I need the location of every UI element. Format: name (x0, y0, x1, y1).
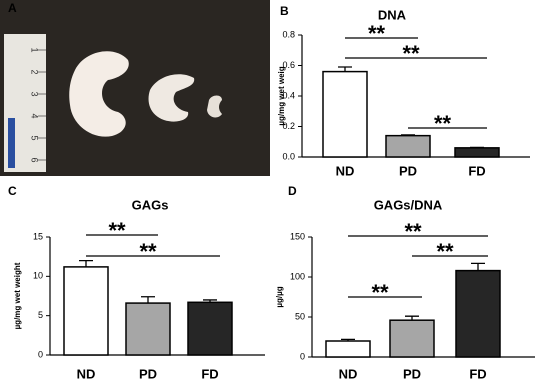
y-tick-label: 0.6 (282, 60, 295, 70)
panel-label: C (8, 184, 17, 198)
error-bar (341, 338, 355, 341)
y-tick-label: 100 (290, 271, 305, 281)
chart-title: GAGs/DNA (374, 197, 443, 212)
error-bar (141, 296, 155, 304)
significance-label: ** (108, 218, 126, 243)
y-tick-label: 150 (290, 231, 305, 241)
significance-label: ** (368, 21, 386, 46)
significance-label: ** (434, 111, 452, 136)
panel-label: B (280, 4, 289, 18)
y-axis-label: µg/mg wet weig (277, 66, 286, 125)
y-tick-label: 0.2 (282, 121, 295, 131)
ruler-label: 1 (30, 47, 40, 52)
chart-title: GAGs (132, 197, 169, 212)
y-tick-label: 0.8 (282, 29, 295, 39)
significance-label: ** (436, 239, 454, 264)
significance-label: ** (404, 219, 422, 244)
ruler-stripe (8, 118, 15, 168)
panel-label: D (288, 184, 297, 198)
x-tick-label: ND (77, 366, 96, 381)
bar (125, 302, 171, 356)
ruler-label: 3 (30, 91, 40, 96)
error-bar (401, 134, 415, 136)
significance-label: ** (402, 41, 420, 66)
y-tick-label: 50 (295, 311, 305, 321)
x-tick-label: ND (339, 366, 358, 381)
bar (455, 269, 501, 358)
significance-label: ** (139, 239, 157, 264)
bar (454, 147, 500, 158)
significance-label: ** (371, 280, 389, 305)
error-bar (79, 259, 93, 267)
y-tick-label: 0 (38, 349, 43, 359)
x-tick-label: PD (139, 366, 157, 381)
y-tick-label: 10 (33, 271, 43, 281)
y-axis-label: µg/µg (275, 286, 284, 307)
tissue-fd (207, 95, 222, 118)
x-tick-label: PD (403, 366, 421, 381)
panel-label: A (8, 1, 17, 15)
error-bar (338, 66, 352, 72)
error-bar (471, 262, 485, 271)
y-tick-label: 15 (33, 231, 43, 241)
y-axis-label: µg/mg wet weight (13, 262, 22, 329)
y-tick-label: 0.4 (282, 90, 295, 100)
bar (385, 134, 431, 158)
x-tick-label: ND (336, 163, 355, 178)
x-tick-label: FD (468, 163, 485, 178)
tissue-pd (148, 74, 195, 122)
y-tick-label: 5 (38, 310, 43, 320)
x-tick-label: PD (399, 163, 417, 178)
photo (0, 0, 270, 176)
x-tick-label: FD (201, 366, 218, 381)
ruler-label: 4 (30, 113, 40, 118)
ruler-label: 2 (30, 69, 40, 74)
bar (187, 301, 233, 356)
tissue-nd (69, 51, 129, 137)
y-tick-label: 0 (300, 351, 305, 361)
bar (389, 319, 435, 358)
y-tick-label: 0.0 (282, 151, 295, 161)
chart-title: DNA (378, 7, 407, 22)
x-tick-label: FD (469, 366, 486, 381)
bar (325, 340, 371, 358)
ruler-label: 6 (30, 157, 40, 162)
error-bar (203, 299, 217, 303)
bar (63, 266, 109, 356)
ruler-label: 5 (30, 135, 40, 140)
error-bar (405, 315, 419, 321)
bar (322, 70, 368, 158)
